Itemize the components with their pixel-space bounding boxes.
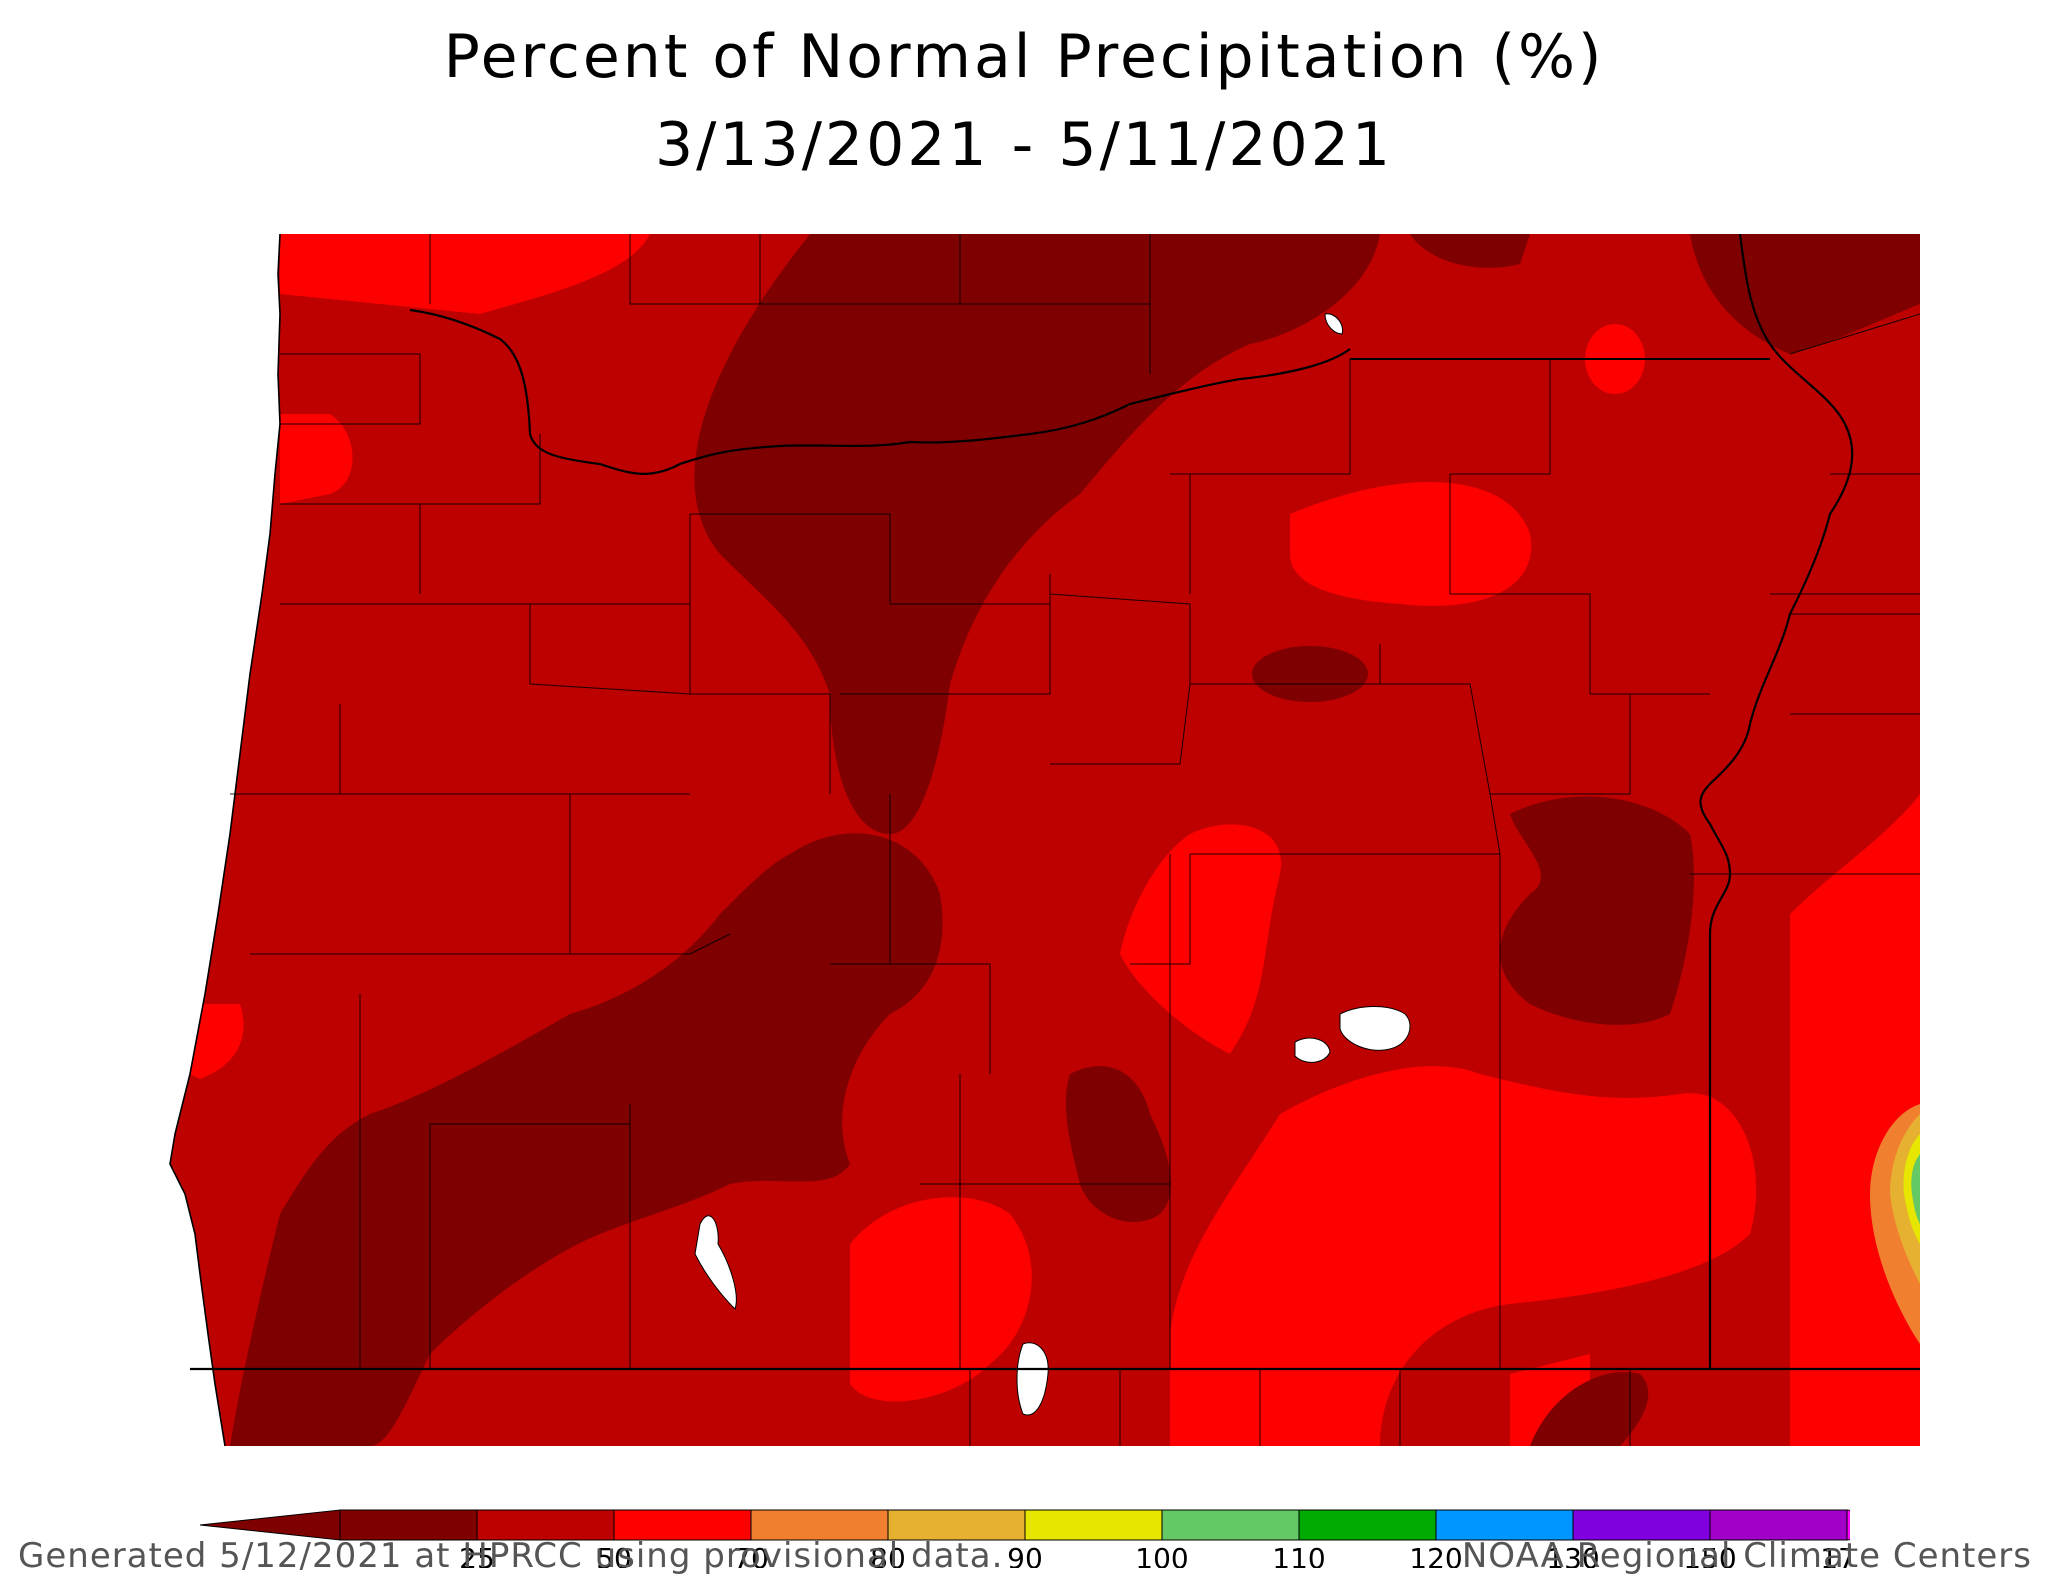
legend-tick-label: 25 <box>459 1542 495 1568</box>
legend-bin <box>613 1509 752 1541</box>
legend-bin <box>887 1509 1026 1541</box>
legend-tick-label: 130 <box>1546 1542 1599 1568</box>
legend-high-arrow <box>1846 1509 1850 1541</box>
columbia-river-border <box>409 308 1351 475</box>
legend-tick-label: 50 <box>596 1542 632 1568</box>
legend-tick-label: 120 <box>1409 1542 1462 1568</box>
pacific-ocean <box>130 234 280 1446</box>
legend-tick-label: 80 <box>870 1542 906 1568</box>
coastline <box>169 234 281 1446</box>
legend-bin <box>1709 1509 1848 1541</box>
legend-tick-label: 150 <box>1683 1542 1736 1568</box>
legend-tick-label: 110 <box>1272 1542 1325 1568</box>
legend-bin <box>1298 1509 1437 1541</box>
contours-25 <box>230 234 1920 1446</box>
county-lines <box>230 234 1920 1446</box>
generated-note: Generated 5/12/2021 at HPRCC using provi… <box>18 1536 1004 1576</box>
date-range-subtitle: 3/13/2021 - 5/11/2021 <box>654 110 1394 180</box>
legend-tick-label: 175 <box>1820 1542 1850 1568</box>
legend-tick-label: 90 <box>1007 1542 1043 1568</box>
lakes <box>694 313 1411 1416</box>
color-legend: 25 50 70 80 90 100 110 120 130 150 175 <box>200 1509 1850 1568</box>
wet-anomaly-east <box>1870 1104 1920 1344</box>
legend-tick-label: 100 <box>1135 1542 1188 1568</box>
contours-70 <box>190 234 1920 1446</box>
legend-tick-label: 70 <box>733 1542 769 1568</box>
source-credit: NOAA Regional Climate Centers <box>1461 1536 2032 1576</box>
precipitation-map <box>130 234 1920 1446</box>
map-title: Percent of Normal Precipitation (%) <box>443 22 1605 92</box>
legend-bin <box>476 1509 615 1541</box>
snake-river-border <box>1699 234 1854 935</box>
legend-bin <box>750 1509 889 1541</box>
legend-bin <box>1024 1509 1163 1541</box>
legend-bin <box>1161 1509 1300 1541</box>
